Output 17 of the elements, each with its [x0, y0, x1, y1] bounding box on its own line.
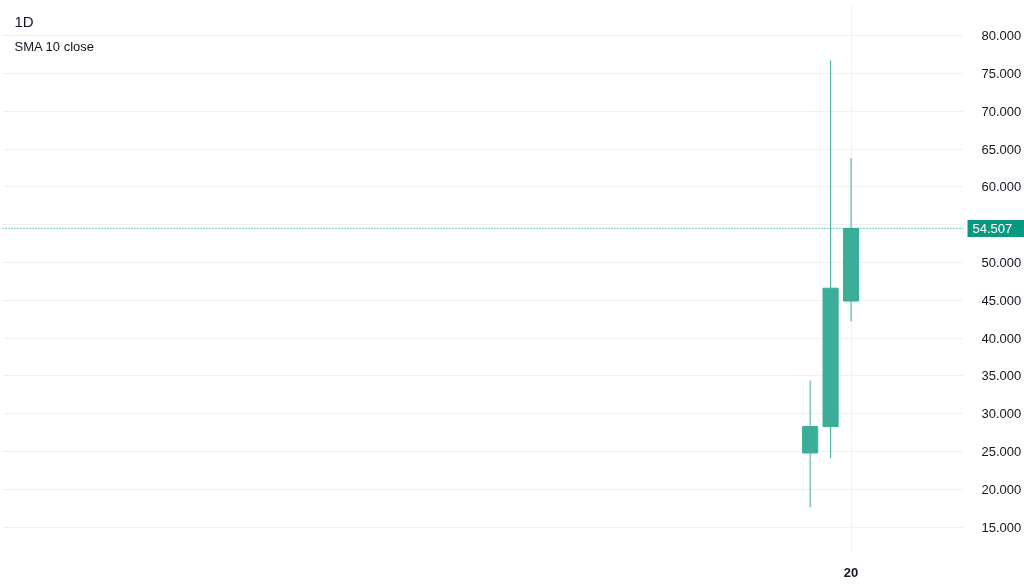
- y-tick-label: 75.000: [981, 66, 1022, 82]
- y-tick-label: 60.000: [981, 179, 1022, 195]
- y-tick-label: 40.000: [981, 330, 1022, 346]
- annotation: SMA 10 close: [14, 38, 94, 54]
- y-tick-label: 50.000: [981, 254, 1022, 270]
- y-tick-label: 30.000: [981, 406, 1022, 422]
- ref-line-label: 54.507: [972, 220, 1013, 236]
- y-tick-label: 65.000: [981, 141, 1022, 157]
- y-tick-label: 20.000: [981, 481, 1022, 497]
- y-tick-label: 35.000: [981, 368, 1022, 384]
- x-tick-label: 20: [843, 564, 859, 580]
- y-tick-label: 15.000: [981, 519, 1022, 535]
- text: 1D: [14, 12, 34, 30]
- y-tick-label: 70.000: [981, 103, 1022, 119]
- y-tick-label: 80.000: [981, 28, 1022, 44]
- y-tick-label: 45.000: [981, 292, 1022, 308]
- y-tick-label: 25.000: [981, 443, 1022, 459]
